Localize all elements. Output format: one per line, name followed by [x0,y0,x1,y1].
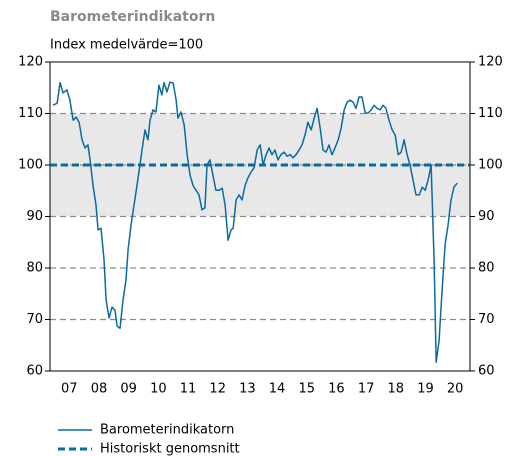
x-tick-label: 07 [61,382,78,397]
y-tick-label: 100 [18,158,43,173]
x-tick-label: 18 [388,382,405,397]
x-tick-label: 09 [120,382,137,397]
y-tick-label: 60 [26,364,43,379]
legend-label: Historiskt genomsnitt [100,442,240,456]
y2-tick-label: 110 [478,106,503,121]
y2-tick-label: 60 [478,364,495,379]
series-line [52,81,458,363]
y2-tick-label: 90 [478,209,495,224]
y-tick-label: 90 [26,209,43,224]
x-tick-label: 17 [358,382,375,397]
y-tick-label: 120 [18,55,43,70]
x-tick-label: 11 [180,382,197,397]
x-tick-label: 20 [447,382,464,397]
y2-tick-label: 80 [478,261,495,276]
y2-tick-label: 70 [478,312,495,327]
y-tick-label: 70 [26,312,43,327]
x-tick-label: 15 [298,382,315,397]
y-tick-label: 80 [26,261,43,276]
x-tick-label: 16 [328,382,345,397]
chart-subtitle: Index medelvärde=100 [50,38,203,53]
y-tick-label: 110 [18,106,43,121]
y2-tick-label: 100 [478,158,503,173]
x-tick-label: 13 [239,382,256,397]
x-tick-label: 12 [209,382,226,397]
plot-frame [49,61,471,372]
x-tick-label: 10 [150,382,167,397]
legend-label: Barometerindikatorn [100,423,234,438]
y2-tick-label: 120 [478,55,503,70]
x-tick-label: 08 [91,382,108,397]
x-tick-label: 19 [417,382,434,397]
chart-title: Barometerindikatorn [50,9,215,25]
x-tick-label: 14 [269,382,286,397]
